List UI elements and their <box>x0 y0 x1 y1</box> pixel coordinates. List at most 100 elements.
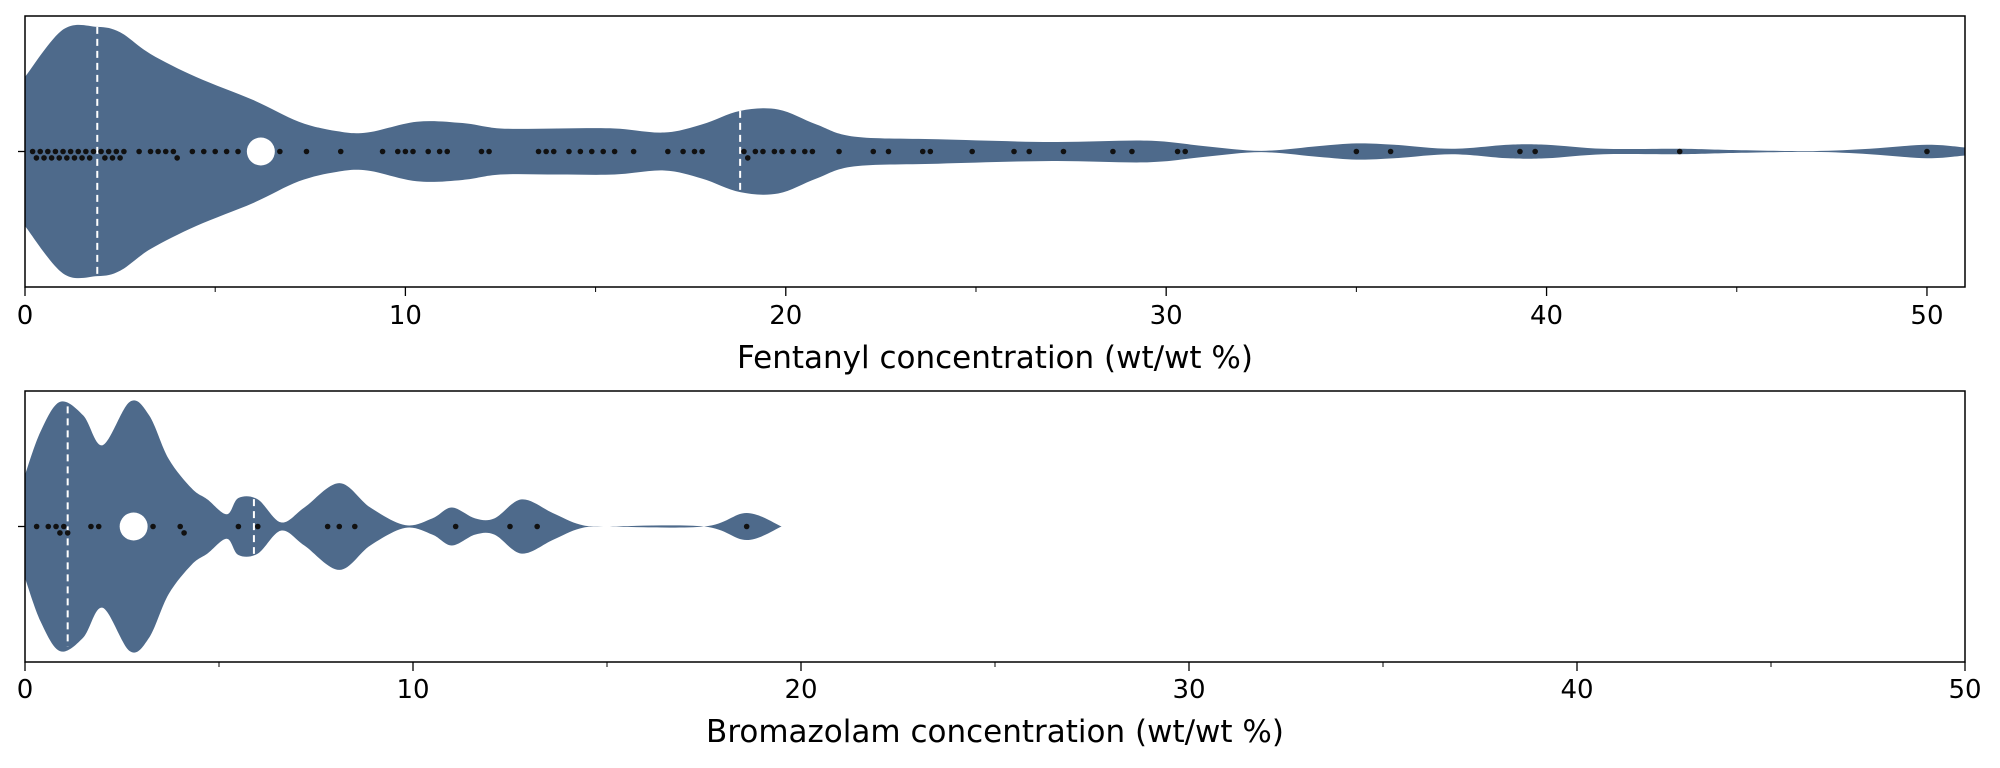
fentanyl-data-point <box>56 155 63 161</box>
fentanyl-data-point <box>691 148 698 155</box>
fentanyl-data-point <box>170 148 177 155</box>
fentanyl-data-point <box>752 148 759 155</box>
fentanyl-x-tick-label: 10 <box>389 301 422 331</box>
bromazolam-data-point <box>254 523 261 530</box>
fentanyl-x-tick-label: 30 <box>1150 301 1183 331</box>
bromazolam-data-point <box>235 523 242 530</box>
bromazolam-data-point <box>95 523 102 530</box>
bromazolam-violin-panel: 0 10 20 30 40 50 Bromazolam concentration (wt/… <box>17 390 1982 750</box>
fentanyl-data-point <box>37 148 44 155</box>
fentanyl-data-point <box>303 148 310 155</box>
fentanyl-data-point <box>1026 148 1033 155</box>
bromazolam-mean-marker <box>119 512 148 541</box>
fentanyl-x-tick-label: 50 <box>1910 301 1943 331</box>
fentanyl-data-point <box>67 148 74 155</box>
fentanyl-data-point <box>425 148 432 155</box>
fentanyl-data-point <box>836 148 842 155</box>
fentanyl-data-point <box>212 148 218 155</box>
bromazolam-data-point <box>45 523 52 530</box>
fentanyl-x-tick-label: 40 <box>1530 301 1563 331</box>
fentanyl-data-point <box>52 148 59 155</box>
fentanyl-data-point <box>535 148 542 155</box>
fentanyl-data-point <box>809 148 816 155</box>
fentanyl-data-point <box>1174 148 1181 155</box>
fentanyl-data-point <box>277 148 283 155</box>
fentanyl-data-point <box>60 148 66 155</box>
fentanyl-data-point <box>1011 148 1017 155</box>
fentanyl-data-point <box>402 148 409 155</box>
bromazolam-data-point <box>743 523 750 530</box>
fentanyl-data-point <box>665 148 671 155</box>
bromazolam-violin-body <box>25 400 782 653</box>
fentanyl-data-point <box>113 148 120 155</box>
bromazolam-data-point <box>507 523 513 530</box>
fentanyl-data-point <box>121 148 127 155</box>
fentanyl-data-point <box>147 148 154 155</box>
fentanyl-data-point <box>760 148 766 155</box>
bromazolam-x-tick-label: 30 <box>1172 675 1205 705</box>
fentanyl-data-point <box>1532 148 1538 155</box>
fentanyl-data-point <box>1387 148 1394 155</box>
bromazolam-data-point <box>88 523 94 530</box>
fentanyl-data-point <box>771 148 778 155</box>
fentanyl-violin-body <box>25 24 1965 279</box>
bromazolam-data-point <box>53 523 59 530</box>
fentanyl-data-point <box>630 148 637 155</box>
fentanyl-data-point <box>1517 148 1523 155</box>
bromazolam-x-tick-label: 40 <box>1560 675 1593 705</box>
fentanyl-data-point <box>680 148 686 155</box>
fentanyl-data-point <box>885 148 892 155</box>
fentanyl-data-point <box>802 148 808 155</box>
fentanyl-data-point <box>927 148 934 155</box>
fentanyl-data-point <box>48 155 55 161</box>
fentanyl-data-point <box>436 148 443 155</box>
fentanyl-data-point <box>90 148 97 155</box>
bromazolam-data-point <box>181 530 187 536</box>
bromazolam-x-tick-label: 50 <box>1948 675 1981 705</box>
fentanyl-data-point <box>235 148 241 155</box>
bromazolam-data-point <box>336 523 343 530</box>
fentanyl-data-point <box>577 148 584 155</box>
fentanyl-data-point <box>155 148 161 155</box>
fentanyl-data-point <box>71 155 78 161</box>
fentanyl-data-point <box>105 148 112 155</box>
bromazolam-data-point <box>64 530 71 536</box>
fentanyl-data-point <box>410 148 416 155</box>
fentanyl-data-point <box>79 155 85 161</box>
bromazolam-x-tick-label: 10 <box>396 675 429 705</box>
bromazolam-data-point <box>33 523 40 530</box>
fentanyl-data-point <box>1182 148 1188 155</box>
fentanyl-data-point <box>86 155 93 161</box>
fentanyl-data-point <box>543 148 549 155</box>
fentanyl-data-point <box>109 155 116 161</box>
fentanyl-data-point <box>41 155 47 161</box>
fentanyl-data-point <box>1110 148 1116 155</box>
fentanyl-x-tick-label: 0 <box>17 301 34 331</box>
fentanyl-data-point <box>611 148 618 155</box>
fentanyl-data-point <box>969 148 975 155</box>
fentanyl-data-point <box>189 148 196 155</box>
fentanyl-data-point <box>919 148 926 155</box>
fentanyl-data-point <box>33 155 40 161</box>
fentanyl-data-point <box>744 155 751 161</box>
bromazolam-data-point <box>61 523 67 530</box>
fentanyl-data-point <box>478 148 485 155</box>
fentanyl-data-point <box>1676 148 1683 155</box>
bromazolam-data-point <box>352 523 358 530</box>
fentanyl-data-point <box>486 148 492 155</box>
fentanyl-data-point <box>117 155 123 161</box>
fentanyl-data-point <box>699 148 705 155</box>
fentanyl-data-point <box>444 148 451 155</box>
fentanyl-data-point <box>1060 148 1067 155</box>
fentanyl-data-point <box>566 148 572 155</box>
fentanyl-data-point <box>741 148 747 155</box>
fentanyl-data-point <box>102 155 108 161</box>
fentanyl-data-point <box>779 148 785 155</box>
fentanyl-data-point <box>98 148 104 155</box>
fentanyl-data-point <box>790 148 797 155</box>
fentanyl-data-point <box>75 148 82 155</box>
fentanyl-data-point <box>174 155 180 161</box>
fentanyl-data-point <box>379 148 386 155</box>
fentanyl-data-point <box>45 148 51 155</box>
